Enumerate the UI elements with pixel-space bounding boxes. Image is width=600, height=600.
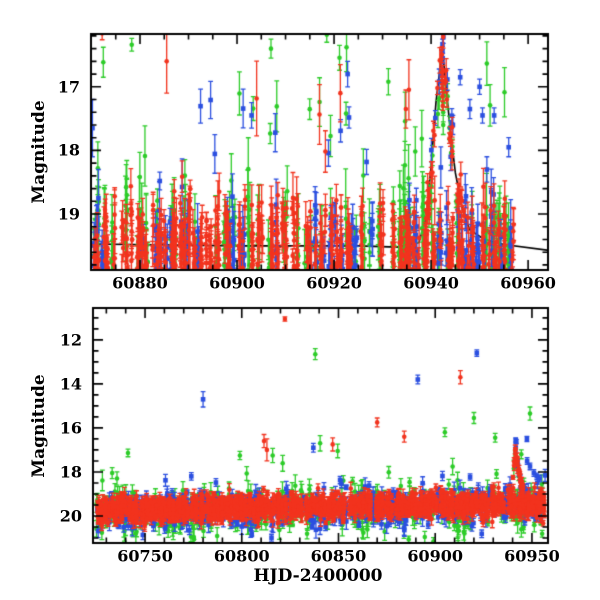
x-tick-label: 60950 [504,546,560,566]
x-tick-label: 60900 [209,273,265,293]
x-tick-label: 60960 [500,273,556,293]
y-tick-label: 18 [57,140,80,160]
x-tick-label: 60880 [112,273,168,293]
y-tick-label: 18 [59,462,82,482]
y-tick-label: 20 [59,506,82,526]
y-tick-label: 12 [59,330,82,350]
y-tick-label: 17 [57,77,80,97]
y-tick-label: 14 [59,374,82,394]
x-tick-label: 60750 [117,546,173,566]
y-axis-title-top-panel: Magnitude [29,100,49,204]
y-tick-label: 16 [59,418,82,438]
y-tick-label: 19 [57,204,80,224]
y-axis-title-bottom-panel: Magnitude [29,374,49,478]
x-tick-label: 60800 [213,546,270,566]
x-tick-label: 60940 [403,273,459,293]
x-tick-label: 60920 [306,273,362,293]
x-tick-label: 60850 [310,546,367,566]
x-tick-label: 60900 [407,546,464,566]
x-axis-title: HJD-2400000 [253,566,383,586]
